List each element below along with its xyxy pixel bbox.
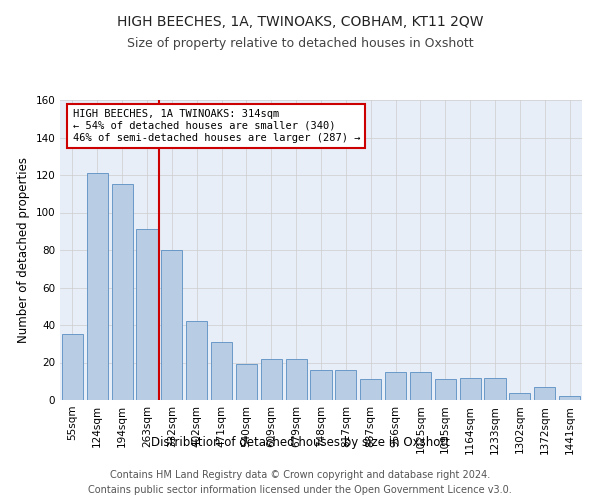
Bar — [310, 370, 332, 400]
Bar — [261, 359, 282, 400]
Bar — [559, 396, 580, 400]
Bar — [87, 173, 108, 400]
Bar — [484, 378, 506, 400]
Bar — [534, 387, 555, 400]
Y-axis label: Number of detached properties: Number of detached properties — [17, 157, 30, 343]
Bar — [112, 184, 133, 400]
Text: HIGH BEECHES, 1A, TWINOAKS, COBHAM, KT11 2QW: HIGH BEECHES, 1A, TWINOAKS, COBHAM, KT11… — [117, 15, 483, 29]
Bar — [136, 230, 158, 400]
Bar — [62, 334, 83, 400]
Bar — [509, 392, 530, 400]
Bar — [460, 378, 481, 400]
Bar — [360, 380, 381, 400]
Text: Size of property relative to detached houses in Oxshott: Size of property relative to detached ho… — [127, 38, 473, 51]
Bar — [335, 370, 356, 400]
Text: Contains HM Land Registry data © Crown copyright and database right 2024.
Contai: Contains HM Land Registry data © Crown c… — [88, 470, 512, 495]
Bar — [161, 250, 182, 400]
Bar — [211, 342, 232, 400]
Text: Distribution of detached houses by size in Oxshott: Distribution of detached houses by size … — [151, 436, 449, 449]
Bar — [410, 372, 431, 400]
Bar — [435, 380, 456, 400]
Bar — [236, 364, 257, 400]
Bar — [385, 372, 406, 400]
Bar — [286, 359, 307, 400]
Text: HIGH BEECHES, 1A TWINOAKS: 314sqm
← 54% of detached houses are smaller (340)
46%: HIGH BEECHES, 1A TWINOAKS: 314sqm ← 54% … — [73, 110, 360, 142]
Bar — [186, 322, 207, 400]
